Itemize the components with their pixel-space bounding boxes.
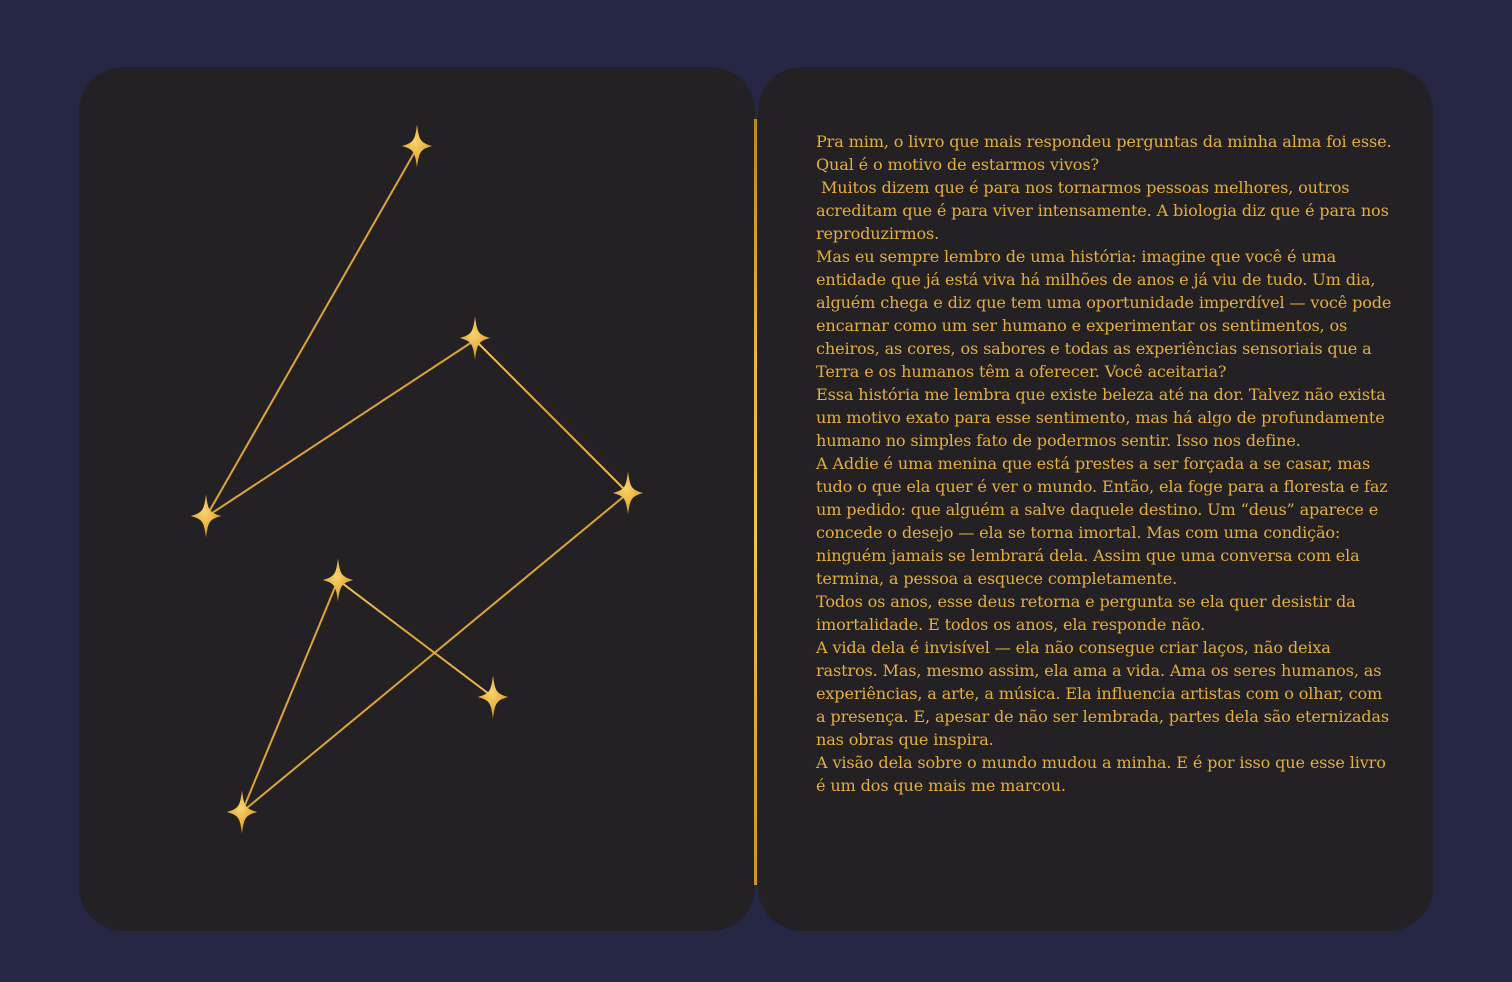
four-point-star-icon bbox=[190, 494, 222, 538]
four-point-star-icon bbox=[226, 790, 258, 834]
constellation-illustration bbox=[190, 124, 644, 834]
open-book: Pra mim, o livro que mais respondeu perg… bbox=[79, 67, 1433, 931]
review-paragraph: A Addie é uma menina que está prestes a … bbox=[816, 454, 1393, 588]
constellation-stars bbox=[190, 124, 644, 834]
constellation-line bbox=[474, 339, 629, 494]
constellation-line bbox=[205, 147, 418, 518]
review-paragraph: Todos os anos, esse deus retorna e pergu… bbox=[816, 592, 1361, 634]
constellation-line bbox=[337, 579, 494, 698]
book-spine bbox=[754, 119, 757, 885]
four-point-star-icon bbox=[322, 558, 354, 602]
review-paragraph: Mas eu sempre lembro de uma história: im… bbox=[816, 247, 1397, 381]
constellation-lines bbox=[205, 147, 629, 813]
four-point-star-icon bbox=[477, 675, 509, 719]
four-point-star-icon bbox=[459, 316, 491, 360]
review-paragraph: Muitos dizem que é para nos tornarmos pe… bbox=[816, 178, 1394, 243]
four-point-star-icon bbox=[401, 124, 433, 168]
constellation-line bbox=[205, 339, 476, 518]
review-paragraph: A vida dela é invisível — ela não conseg… bbox=[816, 638, 1394, 749]
review-paragraph: Pra mim, o livro que mais respondeu perg… bbox=[816, 132, 1392, 151]
review-paragraph: Qual é o motivo de estarmos vivos? bbox=[816, 155, 1099, 174]
review-paragraph: A visão dela sobre o mundo mudou a minha… bbox=[816, 753, 1391, 795]
right-page: Pra mim, o livro que mais respondeu perg… bbox=[758, 67, 1433, 931]
four-point-star-icon bbox=[612, 471, 644, 515]
left-page bbox=[79, 67, 755, 931]
constellation-line bbox=[241, 579, 339, 813]
review-paragraph: Essa história me lembra que existe belez… bbox=[816, 385, 1391, 450]
review-text: Pra mim, o livro que mais respondeu perg… bbox=[816, 130, 1396, 797]
